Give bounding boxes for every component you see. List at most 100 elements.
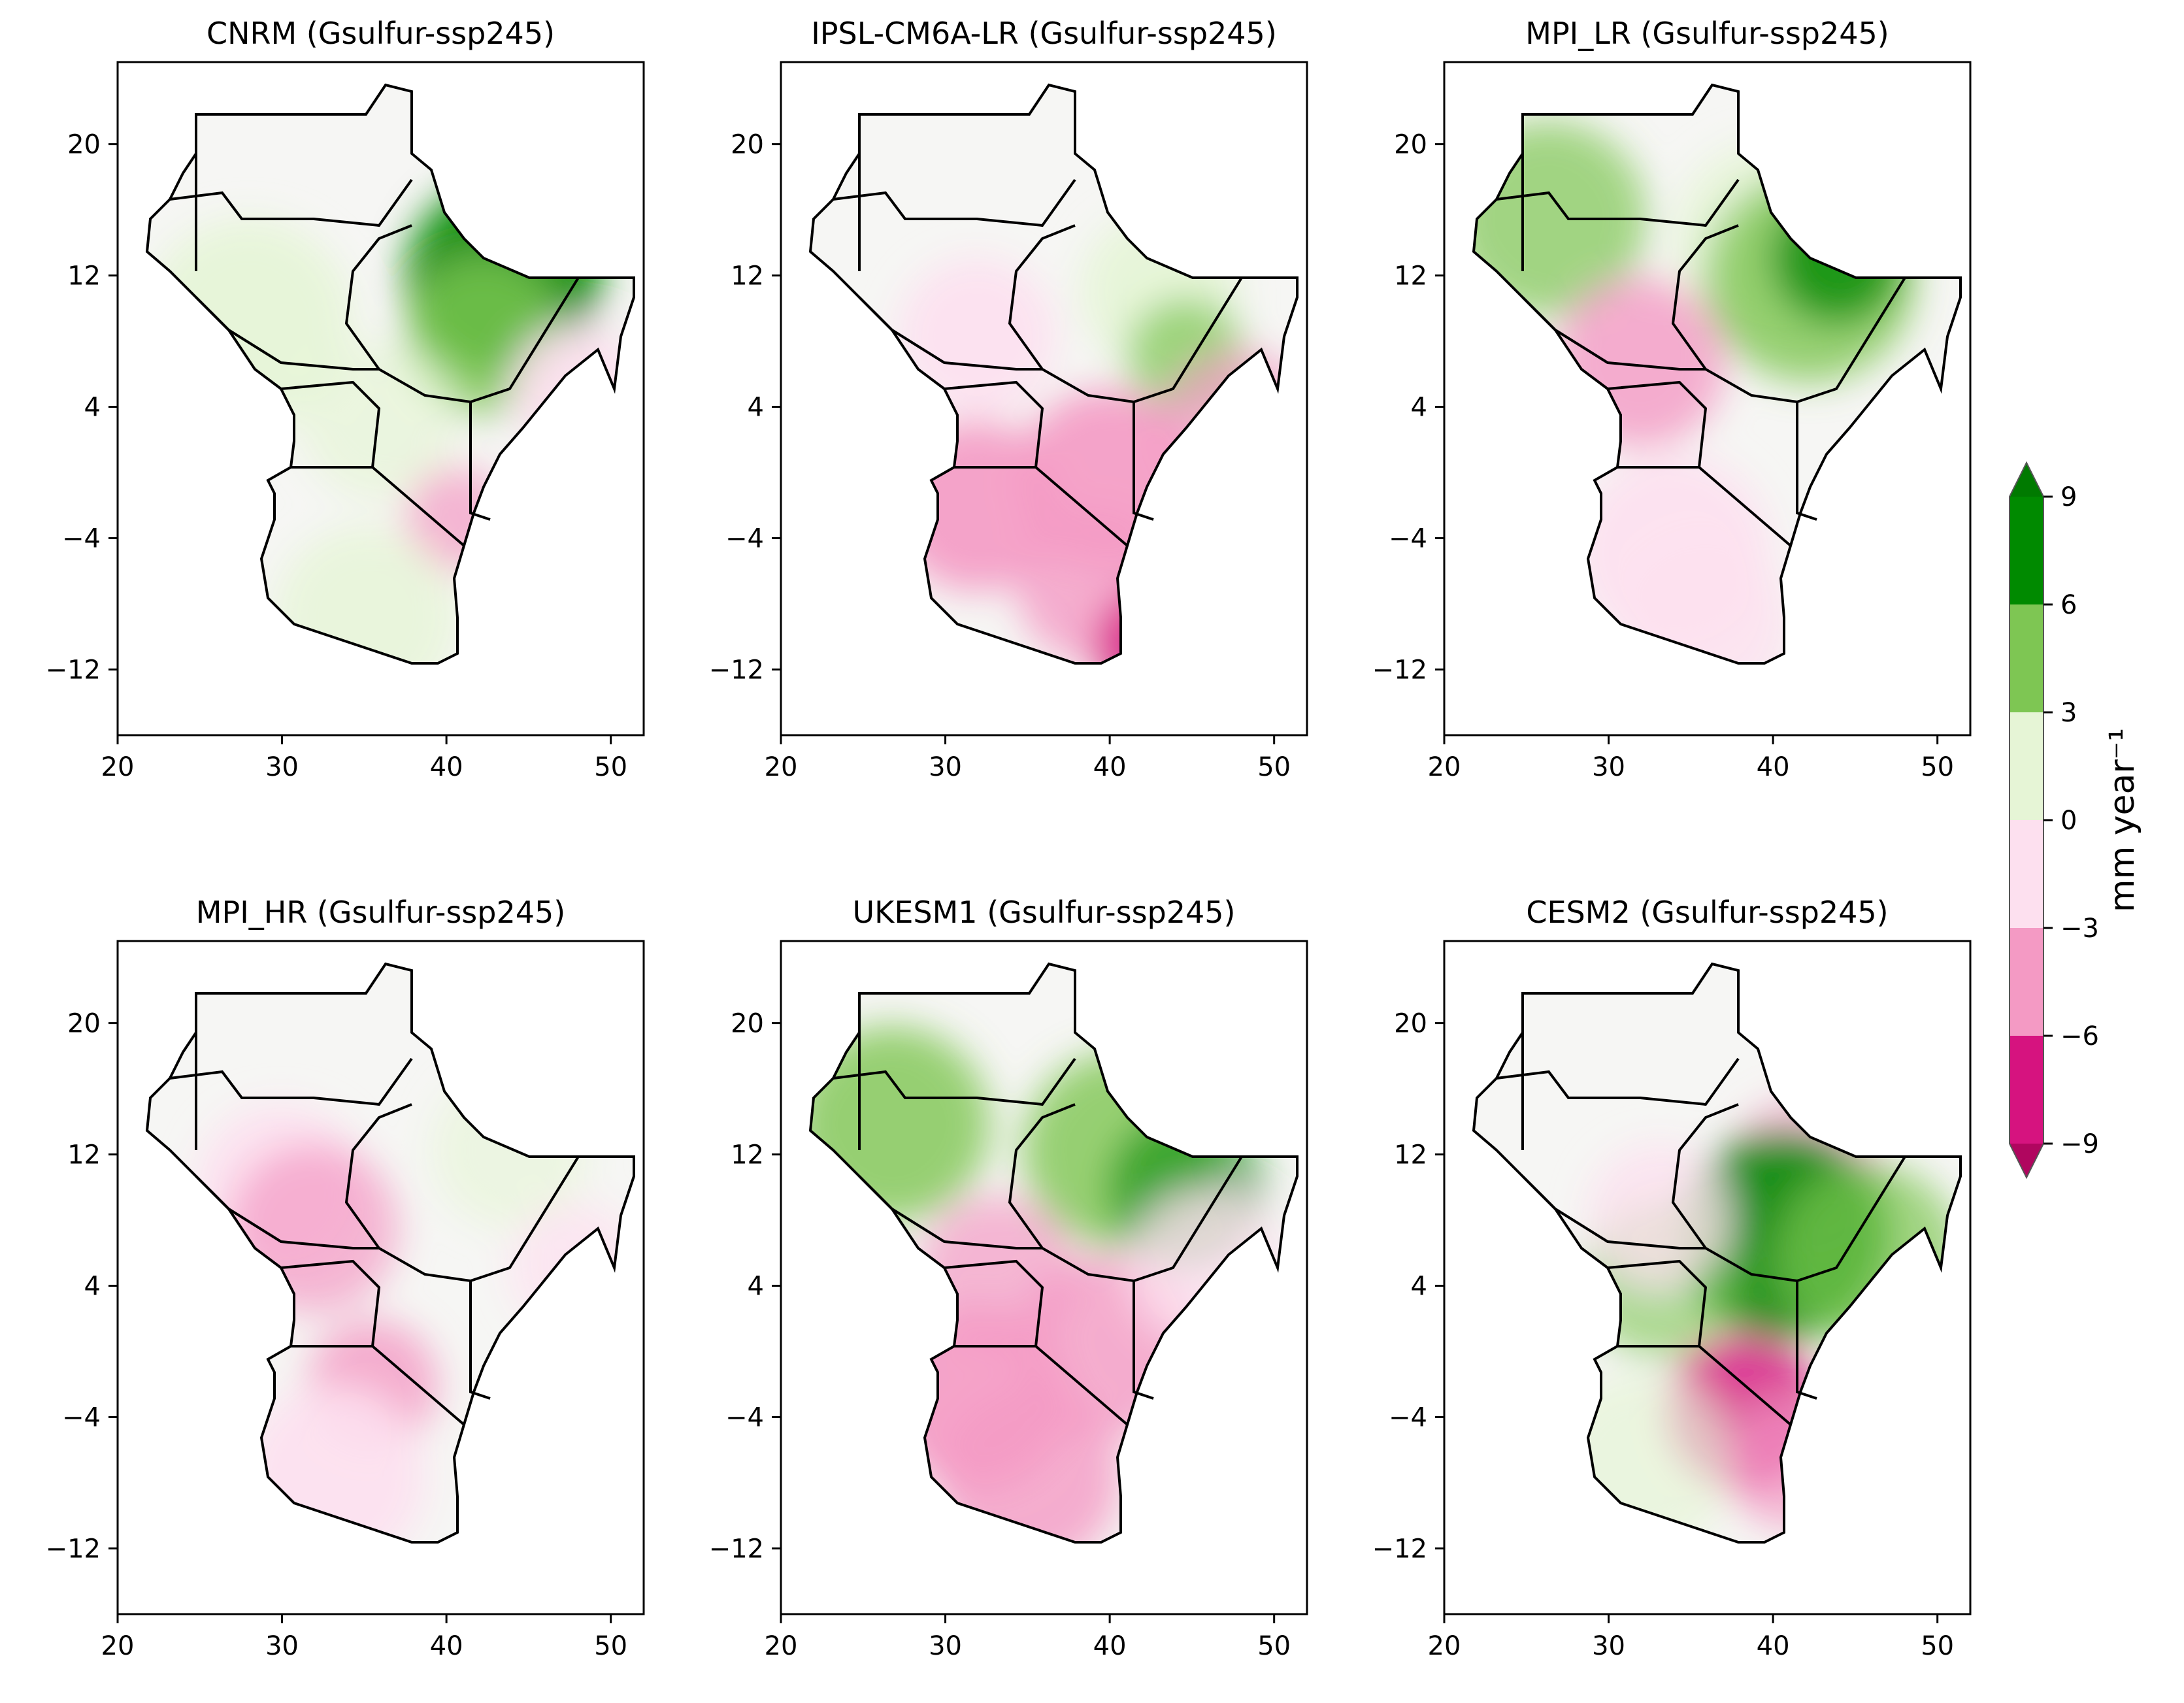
country-borders (1472, 84, 1962, 665)
anomaly-blob (1095, 585, 1225, 663)
y-tick-label: 20 (731, 1009, 764, 1039)
tanzania-border (954, 466, 1129, 547)
x-tick-label: 30 (1592, 752, 1625, 782)
y-tick-label: −12 (46, 1534, 101, 1564)
sudan-border (1496, 1033, 1740, 1150)
map-panel-2: IPSL-CM6A-LR (Gsulfur-ssp245) 20 30 40 50 20 1… (709, 16, 1308, 782)
colorbar: 9 6 3 0 −3 −6 −9 mm year⁻¹ (2009, 461, 2142, 1180)
y-tick-label: −4 (725, 1403, 764, 1433)
map-panel-3: MPI_LR (Gsulfur-ssp245) 20 30 40 50 20 12 4 −4 −1… (1372, 16, 1972, 782)
colorbar-tick-label: 9 (2060, 482, 2077, 512)
south-sudan-border (858, 296, 1042, 371)
country-borders (146, 963, 635, 1544)
y-tick-label: 12 (731, 1140, 764, 1170)
y-tick-label: 20 (67, 130, 101, 160)
y-tick-label: −12 (46, 655, 101, 686)
land-field (810, 85, 1297, 663)
axes-frame (116, 61, 645, 736)
x-tick-label: 40 (1093, 1631, 1127, 1661)
x-tick-label: 30 (265, 752, 299, 782)
country-borders (809, 963, 1299, 1544)
colorbar-extend-bottom (2010, 1144, 2043, 1178)
panel-title: MPI_HR (Gsulfur-ssp245) (196, 895, 565, 930)
y-tick-label: 12 (731, 261, 764, 291)
x-tick-label: 40 (430, 1631, 463, 1661)
map-panel-4: MPI_HR (Gsulfur-ssp245) 20 30 40 50 20 12 4 −4 −1… (46, 895, 645, 1661)
tanzania-border (954, 1345, 1129, 1426)
y-tick-label: −12 (709, 655, 764, 686)
anomaly-blob (810, 1026, 990, 1222)
colorbar-tick-label: 6 (2060, 590, 2077, 620)
y-tick-label: 4 (1411, 393, 1427, 423)
x-tick-label: 30 (929, 752, 962, 782)
axes-frame (780, 940, 1308, 1615)
map-panel-5: UKESM1 (Gsulfur-ssp245) 20 30 40 50 20 12 4 −4 −1… (709, 895, 1308, 1661)
x-tick-label: 20 (765, 752, 798, 782)
sudan-border (1496, 154, 1740, 271)
y-tick-label: 4 (84, 1272, 101, 1302)
x-tick-label: 20 (101, 1631, 135, 1661)
y-tick-label: 12 (67, 1140, 101, 1170)
country-borders (1472, 963, 1962, 1544)
anomaly-blob (1621, 539, 1791, 663)
axes-frame (116, 940, 645, 1615)
country-borders (809, 84, 1299, 665)
x-tick-label: 50 (594, 752, 627, 782)
south-sudan-border (195, 1175, 379, 1249)
x-tick-label: 40 (1757, 752, 1790, 782)
sudan-border (833, 154, 1076, 271)
south-sudan-border (858, 1175, 1042, 1249)
panel-title: UKESM1 (Gsulfur-ssp245) (853, 895, 1236, 930)
y-tick-label: 20 (67, 1009, 101, 1039)
x-tick-label: 30 (1592, 1631, 1625, 1661)
panel-title: CNRM (Gsulfur-ssp245) (207, 16, 555, 51)
x-tick-label: 30 (929, 1631, 962, 1661)
map-panel-1: CNRM (Gsulfur-ssp245) 20 30 40 50 20 12 4 −4 −12 (46, 16, 645, 782)
y-tick-label: 12 (1394, 261, 1427, 291)
sudan-border (169, 1033, 413, 1150)
y-tick-label: −4 (62, 524, 101, 554)
y-tick-label: 4 (748, 393, 764, 423)
panel-title: MPI_LR (Gsulfur-ssp245) (1525, 16, 1889, 51)
y-tick-label: 20 (731, 130, 764, 160)
y-tick-label: −12 (709, 1534, 764, 1564)
x-tick-label: 50 (1921, 752, 1954, 782)
country-borders (146, 84, 635, 665)
colorbar-tick-label: −6 (2060, 1021, 2099, 1051)
y-tick-label: 20 (1394, 1009, 1427, 1039)
anomaly-blob (274, 526, 457, 663)
kenya-border (469, 402, 491, 521)
colorbar-segment (2010, 928, 2043, 1036)
tanzania-border (291, 466, 465, 547)
x-tick-label: 20 (1428, 1631, 1461, 1661)
colorbar-segment (2010, 1036, 2043, 1144)
anomaly-blob (1588, 1144, 1732, 1287)
y-tick-label: 4 (1411, 1272, 1427, 1302)
colorbar-tick-label: −9 (2060, 1129, 2099, 1159)
y-tick-label: 20 (1394, 130, 1427, 160)
axes-frame (1443, 61, 1972, 736)
colorbar-tick-label: −3 (2060, 914, 2099, 944)
anomaly-blob (899, 258, 1055, 415)
anomaly-blob (1771, 193, 1902, 323)
anomaly-blob (229, 1144, 399, 1314)
anomaly-blob (1778, 1163, 1961, 1346)
map-panel-6: CESM2 (Gsulfur-ssp245) 20 30 40 50 20 12 4 −4 −12 (1372, 895, 1972, 1661)
colorbar-extend-top (2010, 463, 2043, 497)
tanzania-border (291, 1345, 465, 1426)
x-tick-label: 50 (1257, 752, 1291, 782)
y-tick-label: 12 (1394, 1140, 1427, 1170)
x-tick-label: 30 (265, 1631, 299, 1661)
colorbar-segment (2010, 712, 2043, 820)
south-sudan-border (195, 296, 379, 371)
panel-title: IPSL-CM6A-LR (Gsulfur-ssp245) (811, 16, 1277, 51)
y-tick-label: 4 (84, 393, 101, 423)
tanzania-border (1617, 1345, 1792, 1426)
anomaly-blob (1016, 506, 1173, 663)
y-tick-label: −4 (62, 1403, 101, 1433)
colorbar-segment (2010, 604, 2043, 712)
south-sudan-border (1521, 1175, 1706, 1249)
x-tick-label: 50 (594, 1631, 627, 1661)
kenya-border (1796, 1281, 1817, 1400)
axes-frame (1443, 940, 1972, 1615)
